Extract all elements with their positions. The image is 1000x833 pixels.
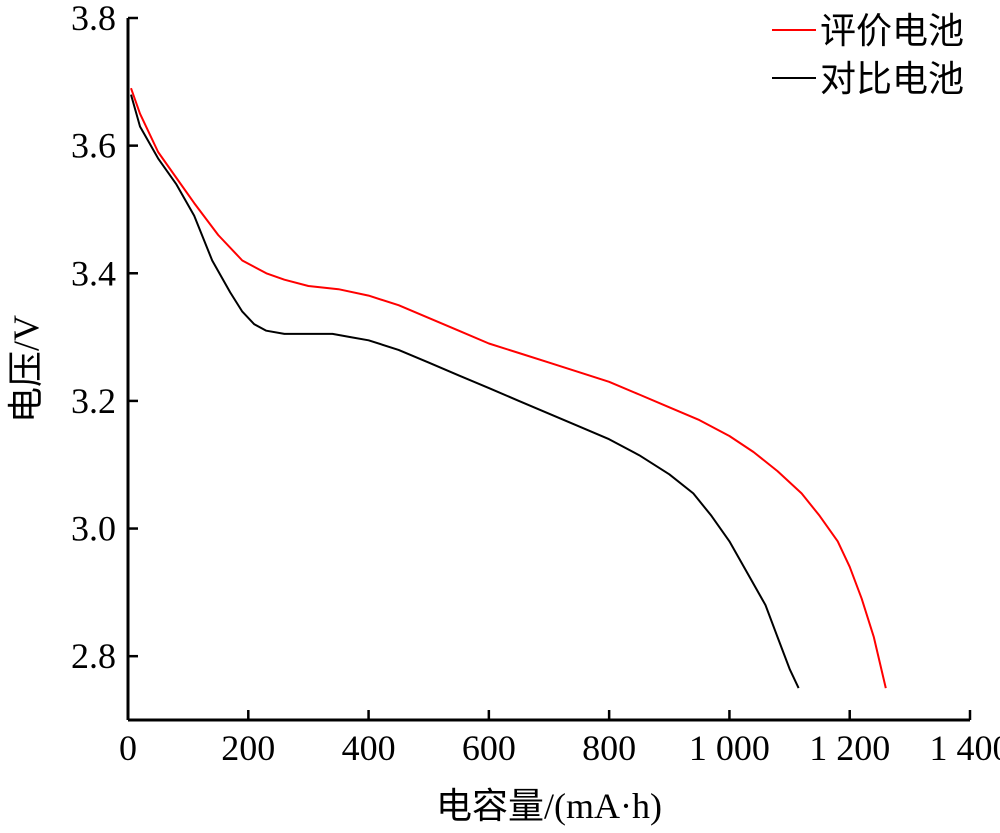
axes: 0 200 400 600 800 1 000 1 200 1 400 2.8 3.0 3.2 3.4…: [71, 0, 1000, 768]
legend-label-series-1: 评价电池: [820, 11, 964, 51]
y-tick-label: 3.2: [71, 381, 116, 421]
x-tick-label: 600: [462, 728, 516, 768]
legend: 评价电池 对比电池: [772, 11, 964, 99]
legend-label-series-2: 对比电池: [820, 59, 964, 99]
x-tick-label: 400: [342, 728, 396, 768]
x-tick-label: 1 400: [930, 728, 1000, 768]
y-tick-label: 3.0: [71, 509, 116, 549]
series-line-2: [130, 94, 800, 689]
y-tick-label: 3.6: [71, 126, 116, 166]
series-layer: [130, 87, 887, 689]
x-axis-title: 电容量/(mA·h): [436, 786, 662, 826]
y-tick-label: 3.4: [71, 253, 116, 293]
x-tick-label: 0: [119, 728, 137, 768]
series-line-1: [130, 87, 887, 689]
x-tick-label: 1 000: [689, 728, 770, 768]
y-axis-title: 电压/V: [6, 315, 46, 423]
y-tick-label: 3.8: [71, 0, 116, 38]
y-tick-label: 2.8: [71, 636, 116, 676]
x-tick-label: 800: [582, 728, 636, 768]
x-tick-label: 1 200: [809, 728, 890, 768]
x-tick-label: 200: [221, 728, 275, 768]
